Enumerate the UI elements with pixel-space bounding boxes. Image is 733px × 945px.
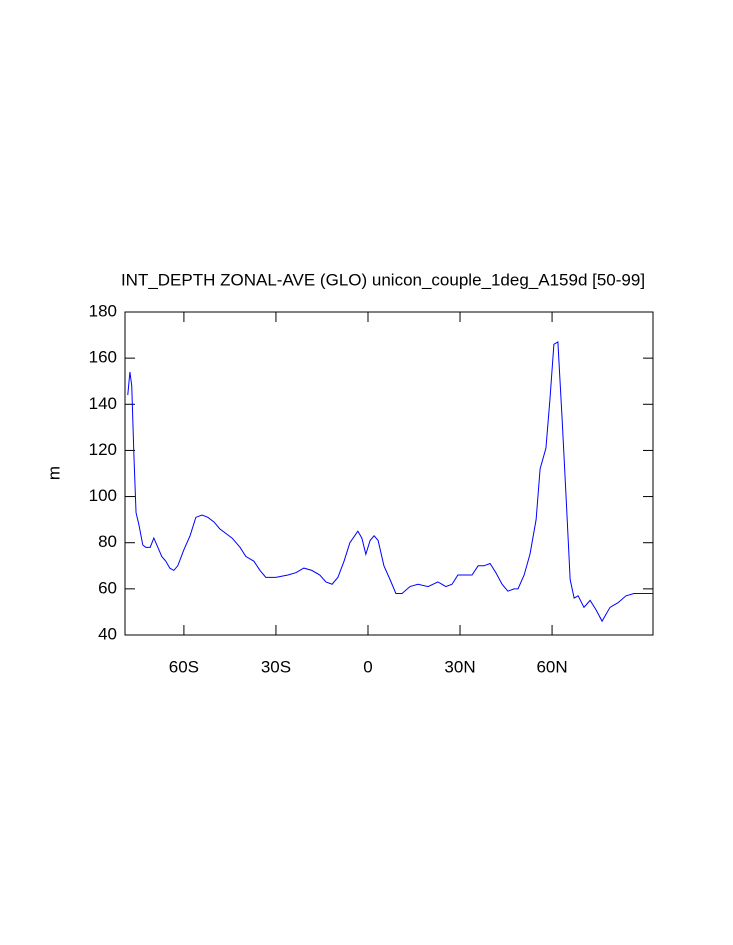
y-tick-label: 140 — [89, 394, 117, 413]
x-tick-label: 60S — [169, 657, 199, 676]
plot-frame — [124, 311, 654, 636]
y-tick-label: 80 — [98, 532, 117, 551]
x-tick-label: 30N — [444, 657, 475, 676]
y-tick-label: 40 — [98, 624, 117, 643]
y-tick-label: 60 — [98, 578, 117, 597]
y-tick-label: 160 — [89, 348, 117, 367]
x-tick-label: 30S — [261, 657, 291, 676]
chart-title: INT_DEPTH ZONAL-AVE (GLO) unicon_couple_… — [121, 270, 645, 289]
y-tick-label: 180 — [89, 301, 117, 320]
y-tick-label: 120 — [89, 440, 117, 459]
data-line — [127, 341, 653, 623]
y-axis-label: m — [44, 466, 63, 480]
x-tick-label: 60N — [536, 657, 567, 676]
y-tick-label: 100 — [89, 486, 117, 505]
x-tick-label: 0 — [363, 657, 372, 676]
